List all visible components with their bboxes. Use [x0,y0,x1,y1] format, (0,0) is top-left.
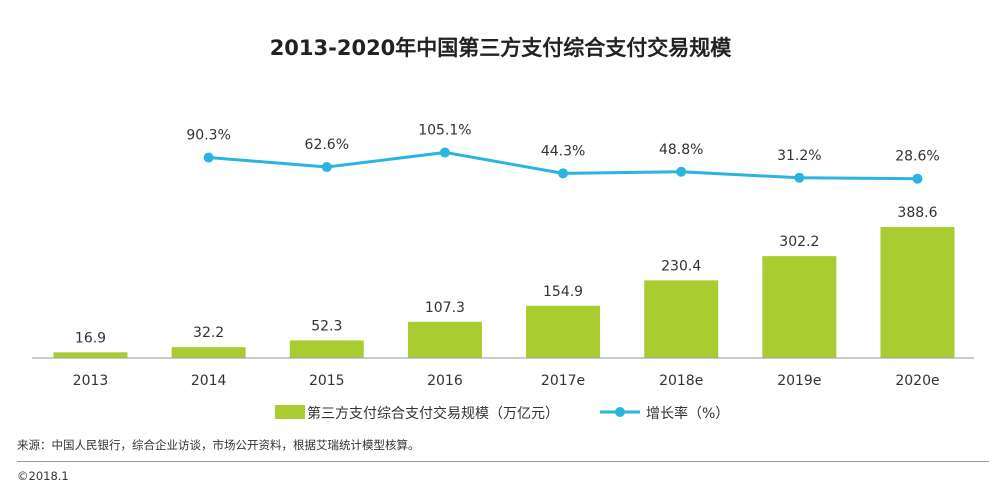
x-tick-label: 2017e [541,373,585,389]
x-tick-label: 2015 [309,373,345,389]
bar-value-label: 388.6 [897,205,937,221]
growth-point-2015 [321,162,332,173]
growth-point-2018e [676,166,687,177]
growth-value-label: 28.6% [895,149,939,165]
growth-value-label: 44.3% [541,143,585,159]
bar-line-chart: 16.9 32.2 52.3 107.3 154.9 230.4 302.2 388.6 90… [32,122,974,422]
bars-layer: 16.9 32.2 52.3 107.3 154.9 230.4 302.2 388.6 [53,205,955,358]
growth-line-layer: 90.3% 62.6% 105.1% 44.3% 48.8% 31.2% 28.6% [186,122,940,184]
bar-2013 [53,352,128,358]
x-tick-label: 2014 [191,373,227,389]
bar-value-label: 230.4 [661,258,701,274]
x-tick-label: 2020e [895,373,939,389]
bar-2020e [880,227,955,358]
legend-label-line: 增长率（%） [646,405,729,422]
x-tick-label: 2019e [777,373,821,389]
bar-value-label: 16.9 [75,330,106,346]
legend-swatch-bar [275,405,305,419]
chart-title: 2013-2020年中国第三方支付综合支付交易规模 [269,36,732,60]
bar-value-label: 107.3 [425,300,465,316]
growth-point-2019e [794,172,805,183]
bar-2019e [762,256,837,358]
growth-value-label: 62.6% [305,137,349,153]
bar-value-label: 32.2 [193,325,224,341]
x-tick-labels: 2013 2014 2015 2016 2017e 2018e 2019e 2020e [73,373,940,389]
bar-2016 [407,321,482,358]
growth-point-2020e [912,173,923,184]
x-tick-label: 2016 [427,373,463,389]
legend-label-bar: 第三方支付综合支付交易规模（万亿元） [307,405,559,422]
bar-value-label: 52.3 [311,318,342,334]
growth-point-2016 [439,147,450,158]
bar-value-label: 154.9 [543,284,583,300]
footer-divider [17,461,989,462]
growth-point-2014 [203,152,214,163]
bar-2015 [289,340,364,358]
legend-swatch-marker [615,407,625,417]
bar-2018e [644,280,719,358]
bar-2014 [171,347,246,358]
x-tick-label: 2013 [73,373,109,389]
growth-value-label: 31.2% [777,148,821,164]
growth-value-label: 48.8% [659,142,703,158]
growth-value-label: 105.1% [418,122,471,138]
bar-2017e [526,305,601,358]
bar-value-label: 302.2 [779,234,819,250]
growth-point-2017e [558,168,569,179]
growth-value-label: 90.3% [186,128,230,144]
source-note: 来源：中国人民银行，综合企业访谈，市场公开资料，根据艾瑞统计模型核算。 [17,438,420,452]
legend: 第三方支付综合支付交易规模（万亿元） 增长率（%） [275,405,729,422]
x-tick-label: 2018e [659,373,703,389]
copyright: ©2018.1 [17,469,69,483]
